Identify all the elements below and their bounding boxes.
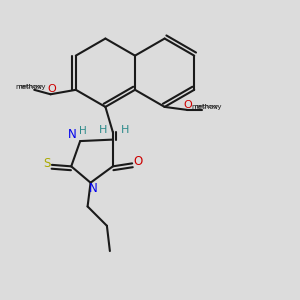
Text: O: O — [183, 100, 192, 110]
Text: O: O — [133, 155, 142, 168]
Text: methoxy: methoxy — [192, 104, 222, 110]
Text: methoxy: methoxy — [195, 104, 219, 109]
Text: H: H — [99, 125, 107, 135]
Text: methoxy: methoxy — [18, 84, 43, 89]
Text: methoxy: methoxy — [15, 84, 46, 90]
Text: H: H — [121, 125, 129, 135]
Text: O: O — [48, 84, 56, 94]
Text: S: S — [43, 157, 50, 170]
Text: N: N — [68, 128, 77, 141]
Text: N: N — [89, 182, 98, 194]
Text: H: H — [79, 126, 86, 136]
